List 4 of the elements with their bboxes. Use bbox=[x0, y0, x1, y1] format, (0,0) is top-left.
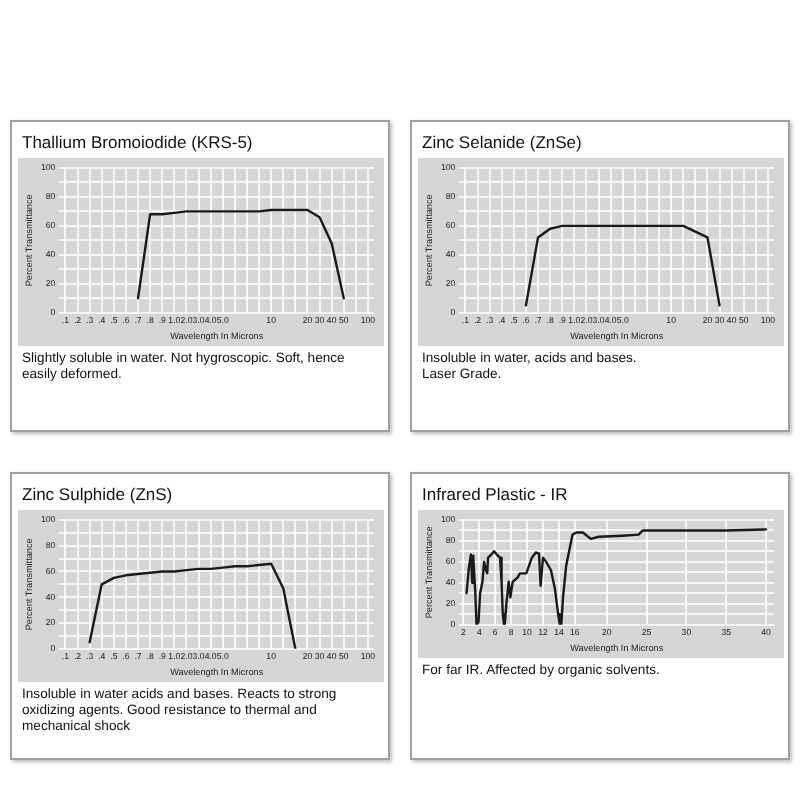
chart-title: Infrared Plastic - IR bbox=[422, 484, 568, 504]
chart-title: Thallium Bromoiodide (KRS-5) bbox=[22, 132, 253, 152]
chart-title: Zinc Selanide (ZnSe) bbox=[422, 132, 582, 152]
chart-title: Zinc Sulphide (ZnS) bbox=[22, 484, 173, 504]
